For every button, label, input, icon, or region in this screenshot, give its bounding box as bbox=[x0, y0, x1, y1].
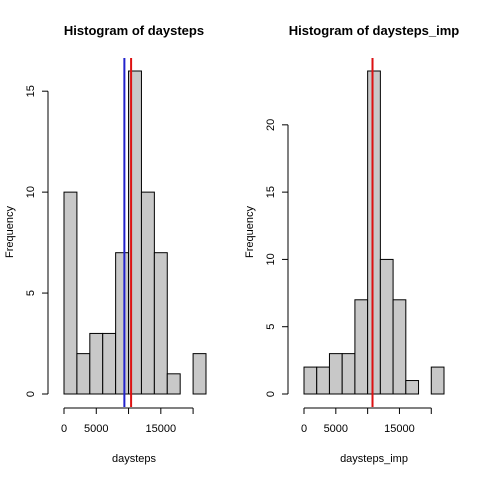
y-axis-label: Frequency bbox=[4, 206, 16, 258]
histogram-bar bbox=[392, 299, 407, 395]
x-axis-label: daysteps bbox=[112, 453, 157, 465]
histogram-bar bbox=[192, 353, 207, 395]
histogram-bar bbox=[140, 191, 155, 395]
histogram-bar bbox=[153, 252, 168, 395]
y-tick-label: 20 bbox=[265, 119, 277, 131]
x-tick-label: 15000 bbox=[384, 423, 415, 435]
histogram-bar bbox=[166, 373, 181, 395]
histogram-bar bbox=[303, 366, 318, 395]
x-tick-label: 5000 bbox=[324, 423, 348, 435]
x-tick-label: 0 bbox=[61, 423, 67, 435]
histogram-bar bbox=[115, 252, 130, 395]
histogram-panel-1: Histogram of daysteps 0 5000 15000 0 5 10 15 day… bbox=[4, 23, 207, 465]
chart-title: Histogram of daysteps bbox=[64, 23, 204, 38]
x-tick-label: 15000 bbox=[146, 423, 177, 435]
histogram-bar bbox=[63, 191, 78, 395]
x-tick-label: 5000 bbox=[84, 423, 108, 435]
y-tick-label: 10 bbox=[25, 186, 37, 198]
x-tick-label: 0 bbox=[301, 423, 307, 435]
histogram-bar bbox=[102, 332, 117, 395]
histogram-bar bbox=[379, 258, 394, 395]
y-tick-label: 0 bbox=[265, 391, 277, 397]
x-axis-label: daysteps_imp bbox=[340, 453, 408, 465]
y-tick-label: 0 bbox=[25, 391, 37, 397]
histogram-bar bbox=[354, 299, 369, 395]
y-tick-label: 10 bbox=[265, 253, 277, 265]
histogram-bar bbox=[76, 353, 91, 395]
histogram-bar bbox=[341, 353, 356, 395]
histogram-bar bbox=[328, 353, 343, 395]
histogram-bar bbox=[89, 332, 104, 395]
histogram-bar bbox=[430, 366, 445, 395]
y-tick-label: 5 bbox=[265, 324, 277, 330]
histogram-bar bbox=[316, 366, 330, 395]
y-tick-label: 15 bbox=[265, 186, 277, 198]
histogram-bar bbox=[367, 70, 381, 395]
y-axis-label: Frequency bbox=[244, 206, 256, 258]
y-tick-label: 5 bbox=[25, 290, 37, 296]
y-tick-label: 15 bbox=[25, 85, 37, 97]
histogram-panel-2: Histogram of daysteps_imp 0 5000 15000 0 5 10 1… bbox=[244, 23, 459, 465]
histogram-bar bbox=[405, 380, 420, 395]
chart-title: Histogram of daysteps_imp bbox=[289, 23, 460, 38]
